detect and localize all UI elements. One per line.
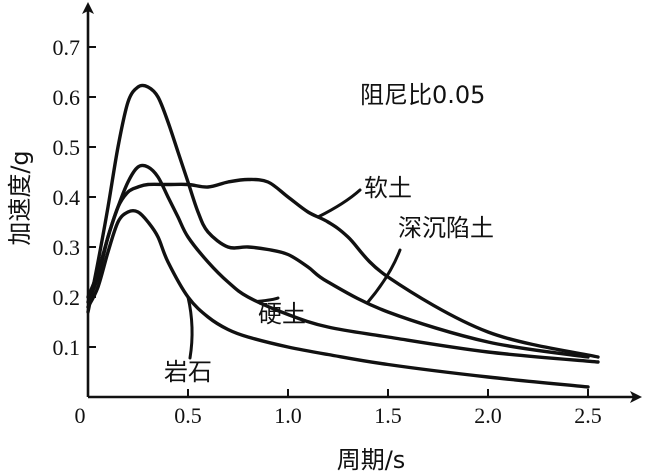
y-tick-label: 0.6 xyxy=(53,85,81,110)
series-label-soft-soil: 软土 xyxy=(364,174,412,202)
leader-deep-soft-soil xyxy=(366,248,402,304)
y-tick-label: 0.3 xyxy=(53,235,81,260)
x-tick-label: 1.5 xyxy=(374,403,402,428)
series-label-deep-soft-soil: 深沉陷土 xyxy=(398,214,494,242)
y-tick-label: 0.7 xyxy=(53,35,81,60)
leader-stiff-soil xyxy=(256,296,280,303)
axes xyxy=(82,2,642,403)
tick-labels: 0.5 1.0 1.5 2.0 2.5 0.1 0.2 0.3 0.4 0.5 0.6 0.7 xyxy=(53,35,602,428)
x-tick-label: 2.5 xyxy=(574,403,602,428)
leader-rock xyxy=(186,295,194,360)
y-tick-label: 0.5 xyxy=(53,135,81,160)
x-tick-label: 1.0 xyxy=(274,403,302,428)
series-line-deep-soft-soil xyxy=(86,83,590,359)
y-tick-label: 0.1 xyxy=(53,335,81,360)
y-tick-label: 0.2 xyxy=(53,285,81,310)
damping-annotation: 阻尼比0.05 xyxy=(360,81,485,109)
ticks xyxy=(88,46,589,397)
leader-soft-soil xyxy=(316,188,362,219)
y-axis-title: 加速度/g xyxy=(6,150,34,245)
series-line-stiff-soil xyxy=(86,163,600,364)
x-axis-title: 周期/s xyxy=(337,446,406,474)
series-labels: 岩石 硬土 深沉陷土 软土 xyxy=(164,174,494,386)
origin-label: 0 xyxy=(75,403,86,428)
x-tick-label: 0.5 xyxy=(174,403,202,428)
curves xyxy=(86,83,600,389)
x-tick-label: 2.0 xyxy=(474,403,502,428)
series-line-soft-soil xyxy=(86,177,600,359)
series-line-rock xyxy=(86,209,590,389)
y-tick-label: 0.4 xyxy=(53,185,81,210)
label-leaders xyxy=(186,188,402,360)
series-label-rock: 岩石 xyxy=(164,358,212,386)
series-label-stiff-soil: 硬土 xyxy=(258,300,306,328)
